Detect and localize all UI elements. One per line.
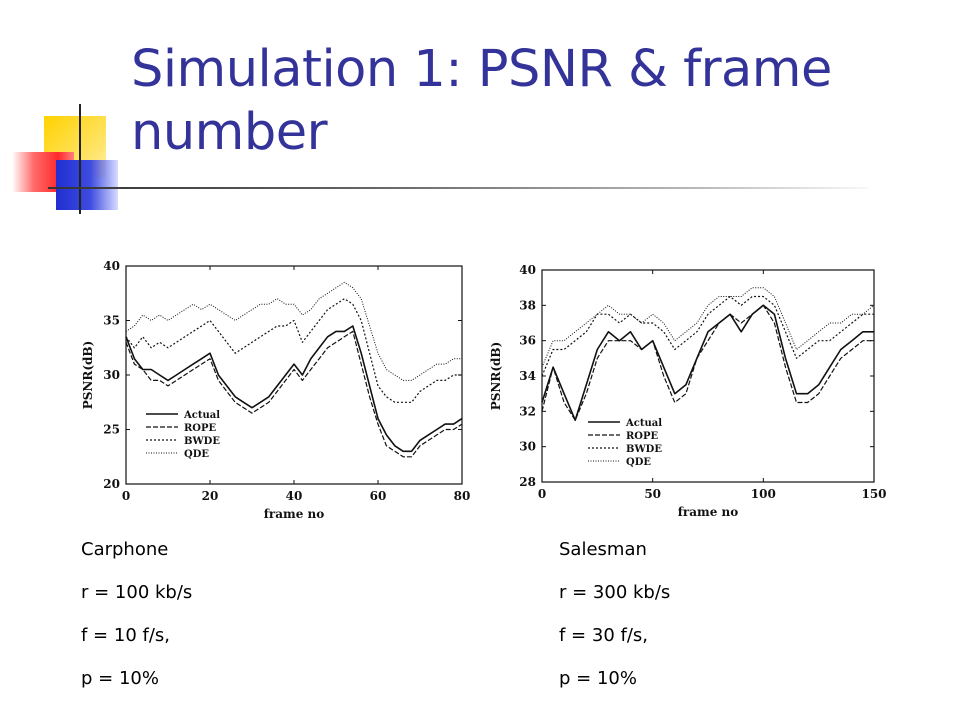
- y-tick-label: 28: [519, 475, 536, 489]
- y-axis-label: PSNR(dB): [81, 341, 95, 410]
- x-tick-label: 80: [454, 489, 471, 503]
- caption-right-loss: p = 10%: [559, 668, 637, 689]
- series-line-actual: [541, 304, 874, 421]
- series-line-rope: [125, 330, 463, 458]
- caption-left-name: Carphone: [81, 539, 169, 560]
- x-tick-label: 50: [644, 487, 661, 501]
- y-tick-label: 34: [519, 369, 536, 383]
- series-line-qde: [541, 287, 875, 368]
- legend-label-rope: ROPE: [184, 423, 217, 434]
- decor-vertical-line: [79, 104, 81, 214]
- legend-label-actual: Actual: [183, 410, 220, 421]
- title-underline: [48, 187, 868, 189]
- caption-left-rate: r = 100 kb/s: [81, 582, 193, 603]
- y-tick-label: 20: [103, 477, 120, 491]
- y-axis-label: PSNR(dB): [489, 342, 503, 411]
- caption-left-loss: p = 10%: [81, 668, 159, 689]
- series-line-qde: [125, 281, 462, 381]
- legend-label-rope: ROPE: [626, 431, 659, 442]
- y-tick-label: 30: [519, 440, 536, 454]
- caption-right-name: Salesman: [559, 539, 647, 560]
- legend-label-qde: QDE: [184, 449, 209, 460]
- y-tick-label: 30: [103, 368, 120, 382]
- legend-label-bwde: BWDE: [626, 444, 662, 455]
- x-axis-label: frame no: [264, 507, 325, 521]
- x-tick-label: 100: [751, 487, 776, 501]
- y-tick-label: 40: [519, 263, 536, 277]
- legend-label-qde: QDE: [626, 457, 651, 468]
- series-line-bwde: [541, 295, 874, 377]
- caption-right-frame-rate: f = 30 f/s,: [559, 625, 648, 646]
- series-line-bwde: [125, 298, 462, 403]
- x-axis-label: frame no: [678, 505, 739, 519]
- x-tick-label: 150: [861, 487, 886, 501]
- series-line-rope: [541, 304, 874, 421]
- series-line-actual: [125, 325, 463, 453]
- y-tick-label: 36: [519, 334, 536, 348]
- x-tick-label: 60: [370, 489, 387, 503]
- x-tick-label: 0: [538, 487, 546, 501]
- chart-carphone: 0 20 40 60 80 20 25 30 35 40 frame no PSNR(dB) Actua…: [80, 248, 480, 538]
- chart-salesman: 0 50 100 150 28 30 32 34 36 38 40 frame no PSNR(dB) A…: [486, 248, 896, 538]
- y-tick-label: 35: [103, 314, 120, 328]
- slide-title: Simulation 1: PSNR & frame number: [131, 40, 832, 162]
- y-tick-label: 40: [103, 259, 120, 273]
- x-tick-label: 40: [286, 489, 303, 503]
- decor-blue-square: [56, 160, 118, 210]
- chart-salesman-svg: 0 50 100 150 28 30 32 34 36 38 40 frame no PSNR(dB) A…: [489, 263, 887, 519]
- y-tick-label: 38: [519, 298, 536, 312]
- x-tick-label: 20: [202, 489, 219, 503]
- caption-right-rate: r = 300 kb/s: [559, 582, 671, 603]
- legend-label-actual: Actual: [625, 418, 662, 429]
- y-tick-label: 32: [519, 404, 536, 418]
- caption-left-frame-rate: f = 10 f/s,: [81, 625, 170, 646]
- x-tick-label: 0: [122, 489, 130, 503]
- legend-label-bwde: BWDE: [184, 436, 220, 447]
- y-tick-label: 25: [103, 423, 120, 437]
